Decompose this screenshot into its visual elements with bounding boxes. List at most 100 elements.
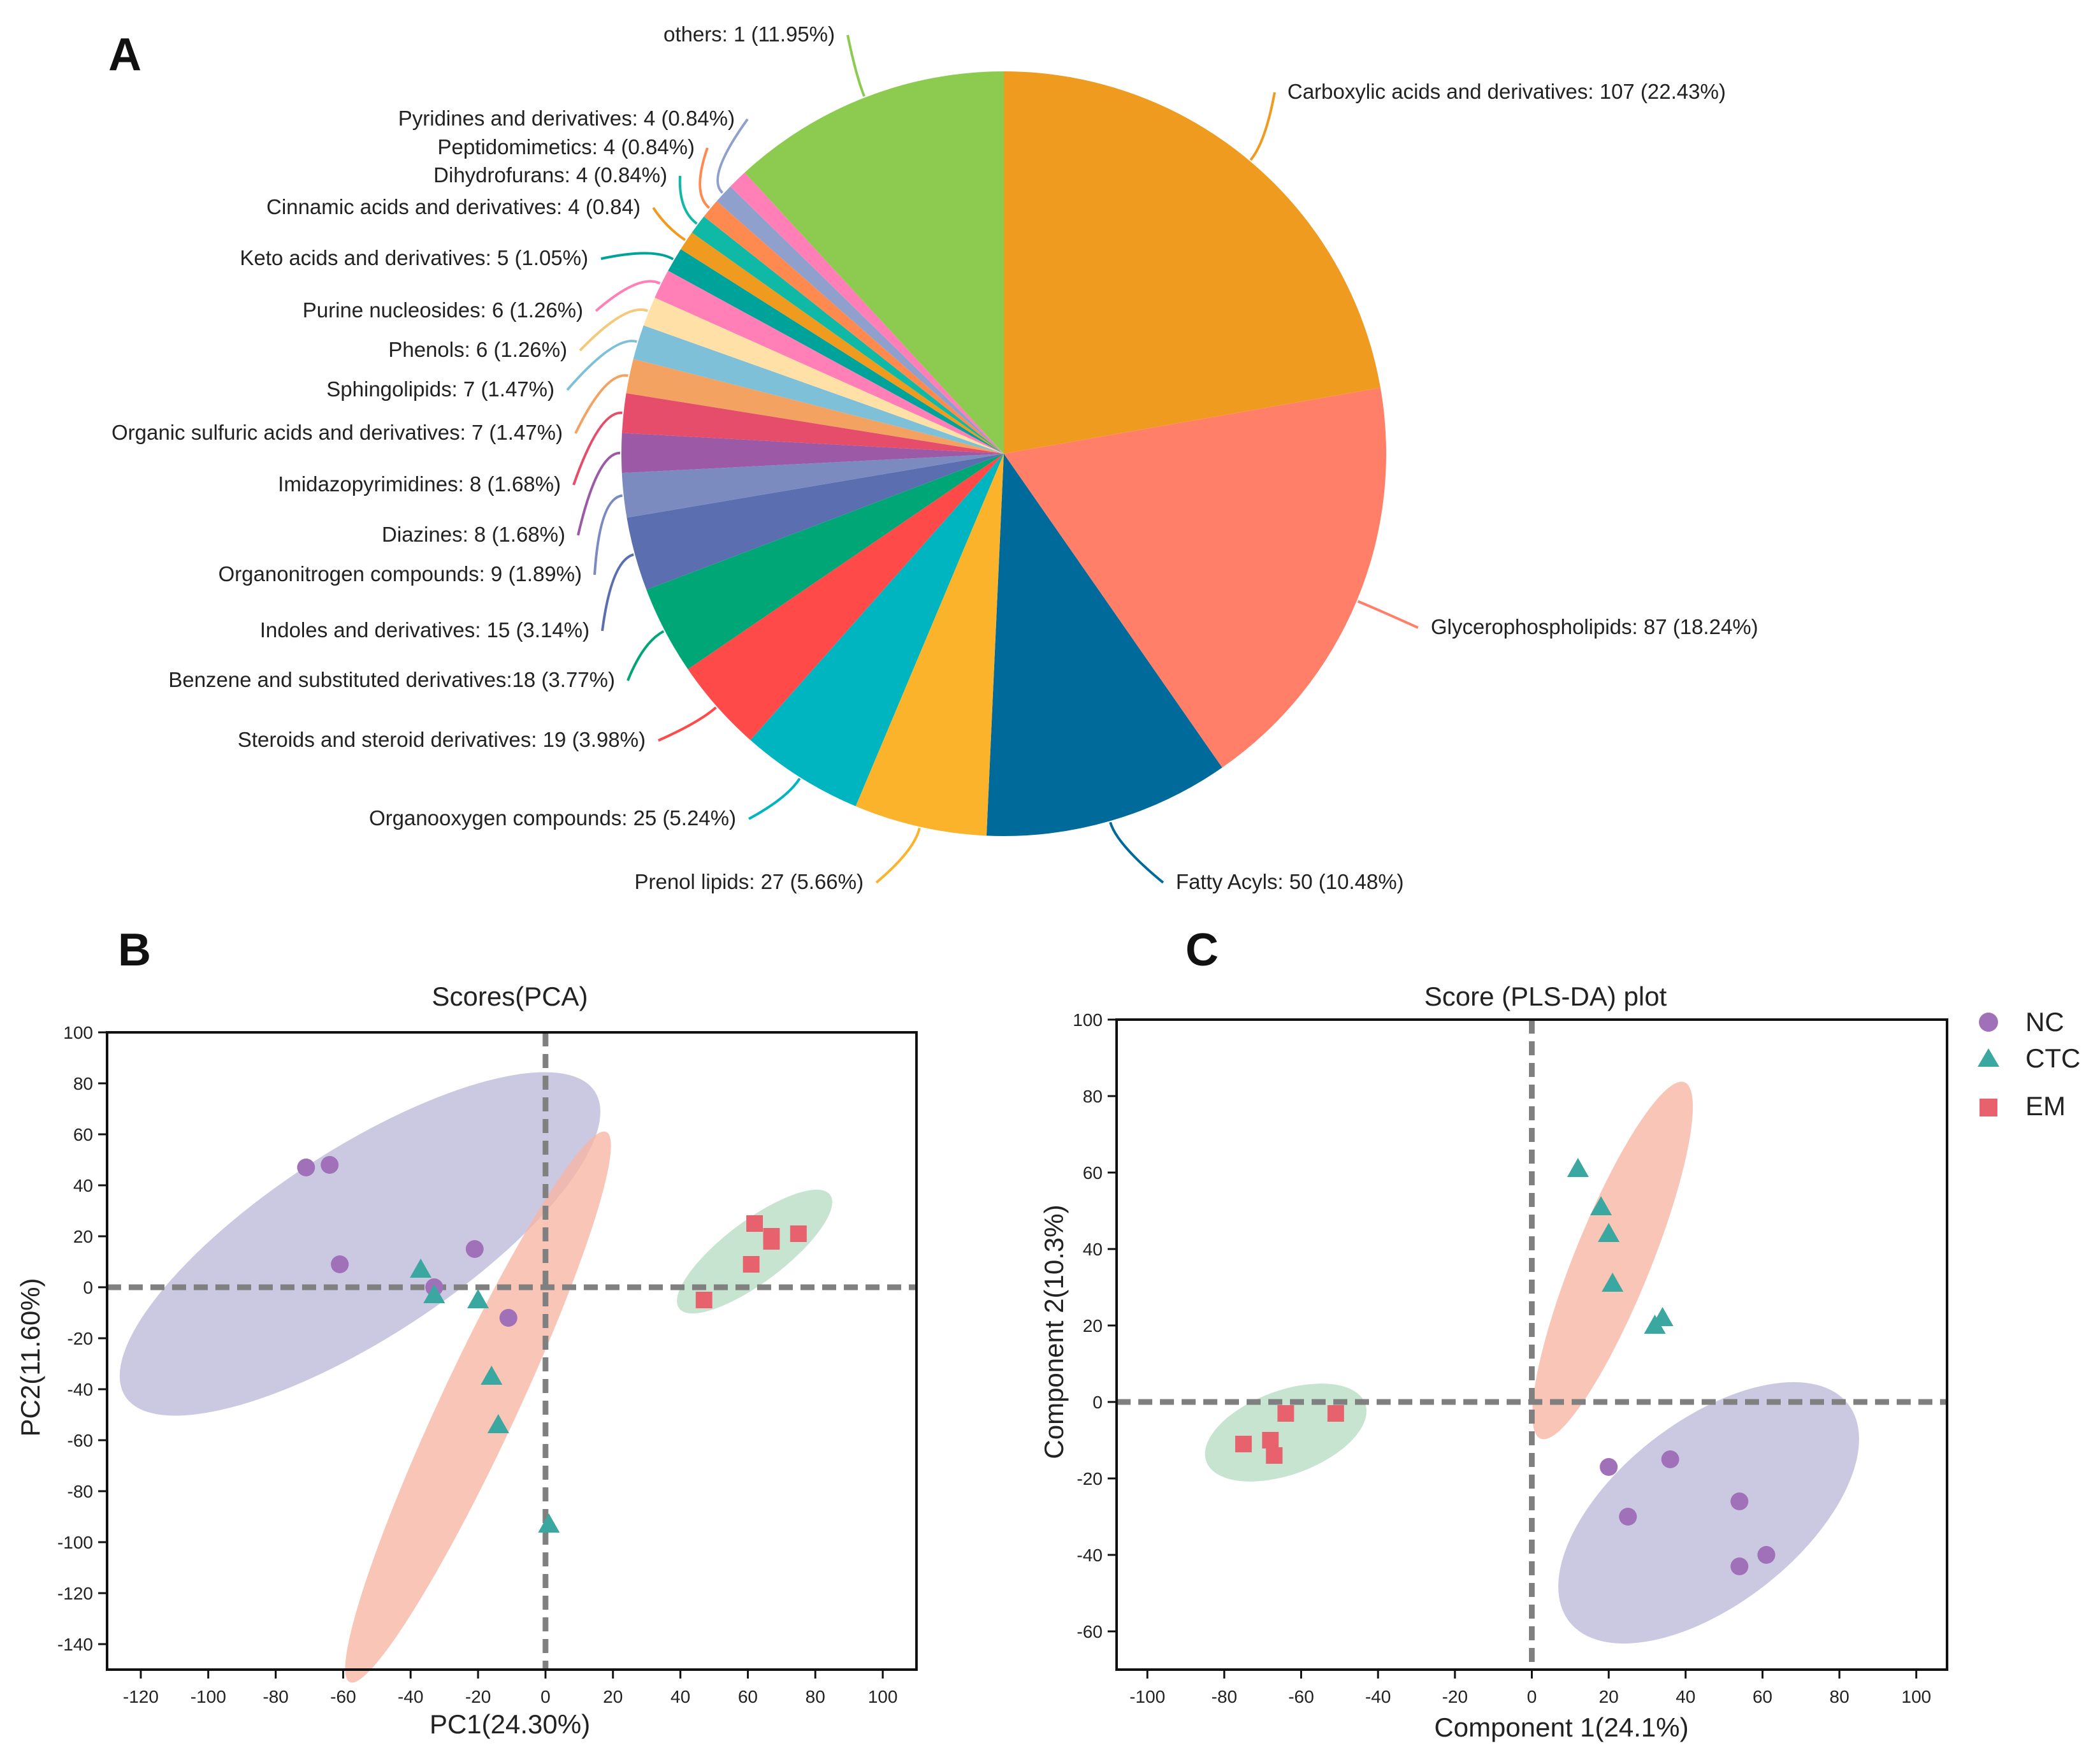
- pie-slice-label: Organonitrogen compounds: 9 (1.89%): [218, 562, 582, 586]
- pie-slice: [716, 186, 1004, 454]
- x-tick-label: 80: [806, 1687, 825, 1707]
- pie-slice-label: Dihydrofurans: 4 (0.84%): [433, 163, 667, 187]
- pie-slice: [643, 297, 1004, 454]
- y-tick-label: -100: [57, 1533, 93, 1552]
- pie-slice-label: Peptidomimetics: 4 (0.84%): [438, 135, 695, 159]
- pie-leader-line: [566, 340, 637, 391]
- confidence-ellipse: [1205, 1383, 1367, 1482]
- confidence-ellipse: [677, 1189, 832, 1314]
- plsda-x-axis-label: Component 1(24.1%): [1434, 1712, 1688, 1742]
- y-tick-label: 0: [1092, 1392, 1103, 1412]
- pie-slice: [1004, 71, 1381, 454]
- y-tick-label: 100: [63, 1023, 93, 1043]
- x-tick-label: 20: [603, 1687, 623, 1707]
- pie-slice: [692, 216, 1004, 454]
- y-tick-label: 60: [73, 1125, 93, 1145]
- data-point-nc: [1730, 1557, 1749, 1575]
- x-tick-label: 0: [540, 1687, 551, 1707]
- pie-slice: [646, 454, 1004, 670]
- y-tick-label: -40: [68, 1380, 93, 1399]
- x-tick-label: -80: [263, 1687, 288, 1707]
- x-tick-label: 100: [868, 1687, 898, 1707]
- data-point-nc: [297, 1159, 315, 1176]
- confidence-ellipse: [119, 1072, 600, 1416]
- y-tick-label: -60: [1077, 1622, 1103, 1642]
- y-tick-label: 20: [73, 1227, 93, 1246]
- pie-slice-label: Purine nucleosides: 6 (1.26%): [303, 298, 583, 322]
- pie-leader-line: [846, 34, 865, 97]
- data-point-nc: [465, 1240, 484, 1258]
- y-tick-label: -80: [68, 1482, 93, 1501]
- pie-slice-label: Organooxygen compounds: 25 (5.24%): [369, 806, 736, 830]
- y-tick-label: -60: [68, 1431, 93, 1450]
- pie-leader-line: [601, 553, 634, 632]
- legend-marker-ctc: [1978, 1048, 1999, 1067]
- pie-leader-line: [600, 252, 674, 261]
- pie-leader-line: [658, 706, 717, 742]
- pca-title: Scores(PCA): [431, 981, 588, 1011]
- pie-slice: [750, 454, 1004, 807]
- pie-slice: [621, 433, 1004, 473]
- data-point-nc: [1600, 1458, 1618, 1476]
- pie-slice: [730, 172, 1004, 454]
- pie-slice-label: others: 1 (11.95%): [663, 22, 835, 46]
- y-tick-label: 80: [1083, 1087, 1103, 1106]
- x-tick-label: 60: [738, 1687, 758, 1707]
- data-point-nc: [1730, 1492, 1749, 1510]
- legend-marker-nc: [1979, 1013, 1998, 1032]
- y-tick-label: -140: [57, 1635, 93, 1654]
- data-point-ctc: [538, 1513, 560, 1533]
- pie-slice-label: Imidazopyrimidines: 8 (1.68%): [278, 472, 561, 496]
- pie-slice: [704, 201, 1004, 454]
- legend-label-nc: NC: [2025, 1007, 2064, 1037]
- y-tick-label: 20: [1083, 1316, 1103, 1336]
- data-point-nc: [1619, 1508, 1637, 1526]
- pie-leader-line: [652, 206, 686, 242]
- pie-leader-line: [678, 175, 698, 225]
- data-point-nc: [331, 1255, 349, 1273]
- pie-slice: [744, 71, 1004, 454]
- plsda-score-plot: Score (PLS-DA) plot Component 1(24.1%) C…: [1039, 981, 1948, 1742]
- pie-slice-label: Organic sulfuric acids and derivatives: …: [112, 421, 563, 444]
- pie-slice-label: Fatty Acyls: 50 (10.48%): [1176, 870, 1404, 893]
- x-tick-label: -100: [1129, 1687, 1165, 1707]
- data-point-ctc: [1590, 1196, 1612, 1215]
- data-point-ctc: [487, 1414, 509, 1433]
- pie-leader-line: [748, 777, 801, 820]
- pie-slice: [621, 393, 1004, 454]
- x-tick-label: -60: [1288, 1687, 1314, 1707]
- pie-slice-label: Phenols: 6 (1.26%): [388, 338, 567, 361]
- pie-slice: [688, 454, 1004, 740]
- y-tick-label: 60: [1083, 1163, 1103, 1183]
- pie-slice-label: Indoles and derivatives: 15 (3.14%): [260, 618, 590, 642]
- data-point-em: [1266, 1447, 1283, 1464]
- pie-chart: Carboxylic acids and derivatives: 107 (2…: [112, 22, 1758, 893]
- pca-x-axis-label: PC1(24.30%): [430, 1709, 590, 1739]
- pie-slice-label: Keto acids and derivatives: 5 (1.05%): [240, 246, 588, 270]
- pie-slice-label: Steroids and steroid derivatives: 19 (3.…: [238, 728, 646, 751]
- data-point-em: [746, 1215, 763, 1232]
- pie-slice-label: Prenol lipids: 27 (5.66%): [634, 870, 864, 893]
- pie-slice: [668, 249, 1004, 454]
- x-tick-label: 40: [1676, 1687, 1695, 1707]
- pie-leader-line: [577, 451, 621, 536]
- data-point-em: [790, 1225, 807, 1242]
- pie-slice: [621, 454, 1004, 518]
- x-tick-label: -20: [465, 1687, 491, 1707]
- legend-label-ctc: CTC: [2025, 1043, 2080, 1073]
- pie-slice: [626, 454, 1004, 590]
- y-tick-label: -20: [1077, 1469, 1103, 1489]
- pie-slice-label: Sphingolipids: 7 (1.47%): [326, 377, 554, 401]
- data-point-nc: [1661, 1450, 1679, 1468]
- y-tick-label: 40: [73, 1176, 93, 1195]
- data-point-ctc: [1598, 1223, 1620, 1242]
- data-point-em: [1235, 1436, 1252, 1452]
- x-tick-label: -80: [1212, 1687, 1237, 1707]
- data-point-em: [742, 1256, 760, 1273]
- x-tick-label: -40: [1365, 1687, 1391, 1707]
- legend: NC CTC EM: [1978, 1007, 2080, 1121]
- y-tick-label: 40: [1083, 1239, 1103, 1259]
- data-point-em: [763, 1233, 780, 1250]
- x-tick-label: 80: [1830, 1687, 1850, 1707]
